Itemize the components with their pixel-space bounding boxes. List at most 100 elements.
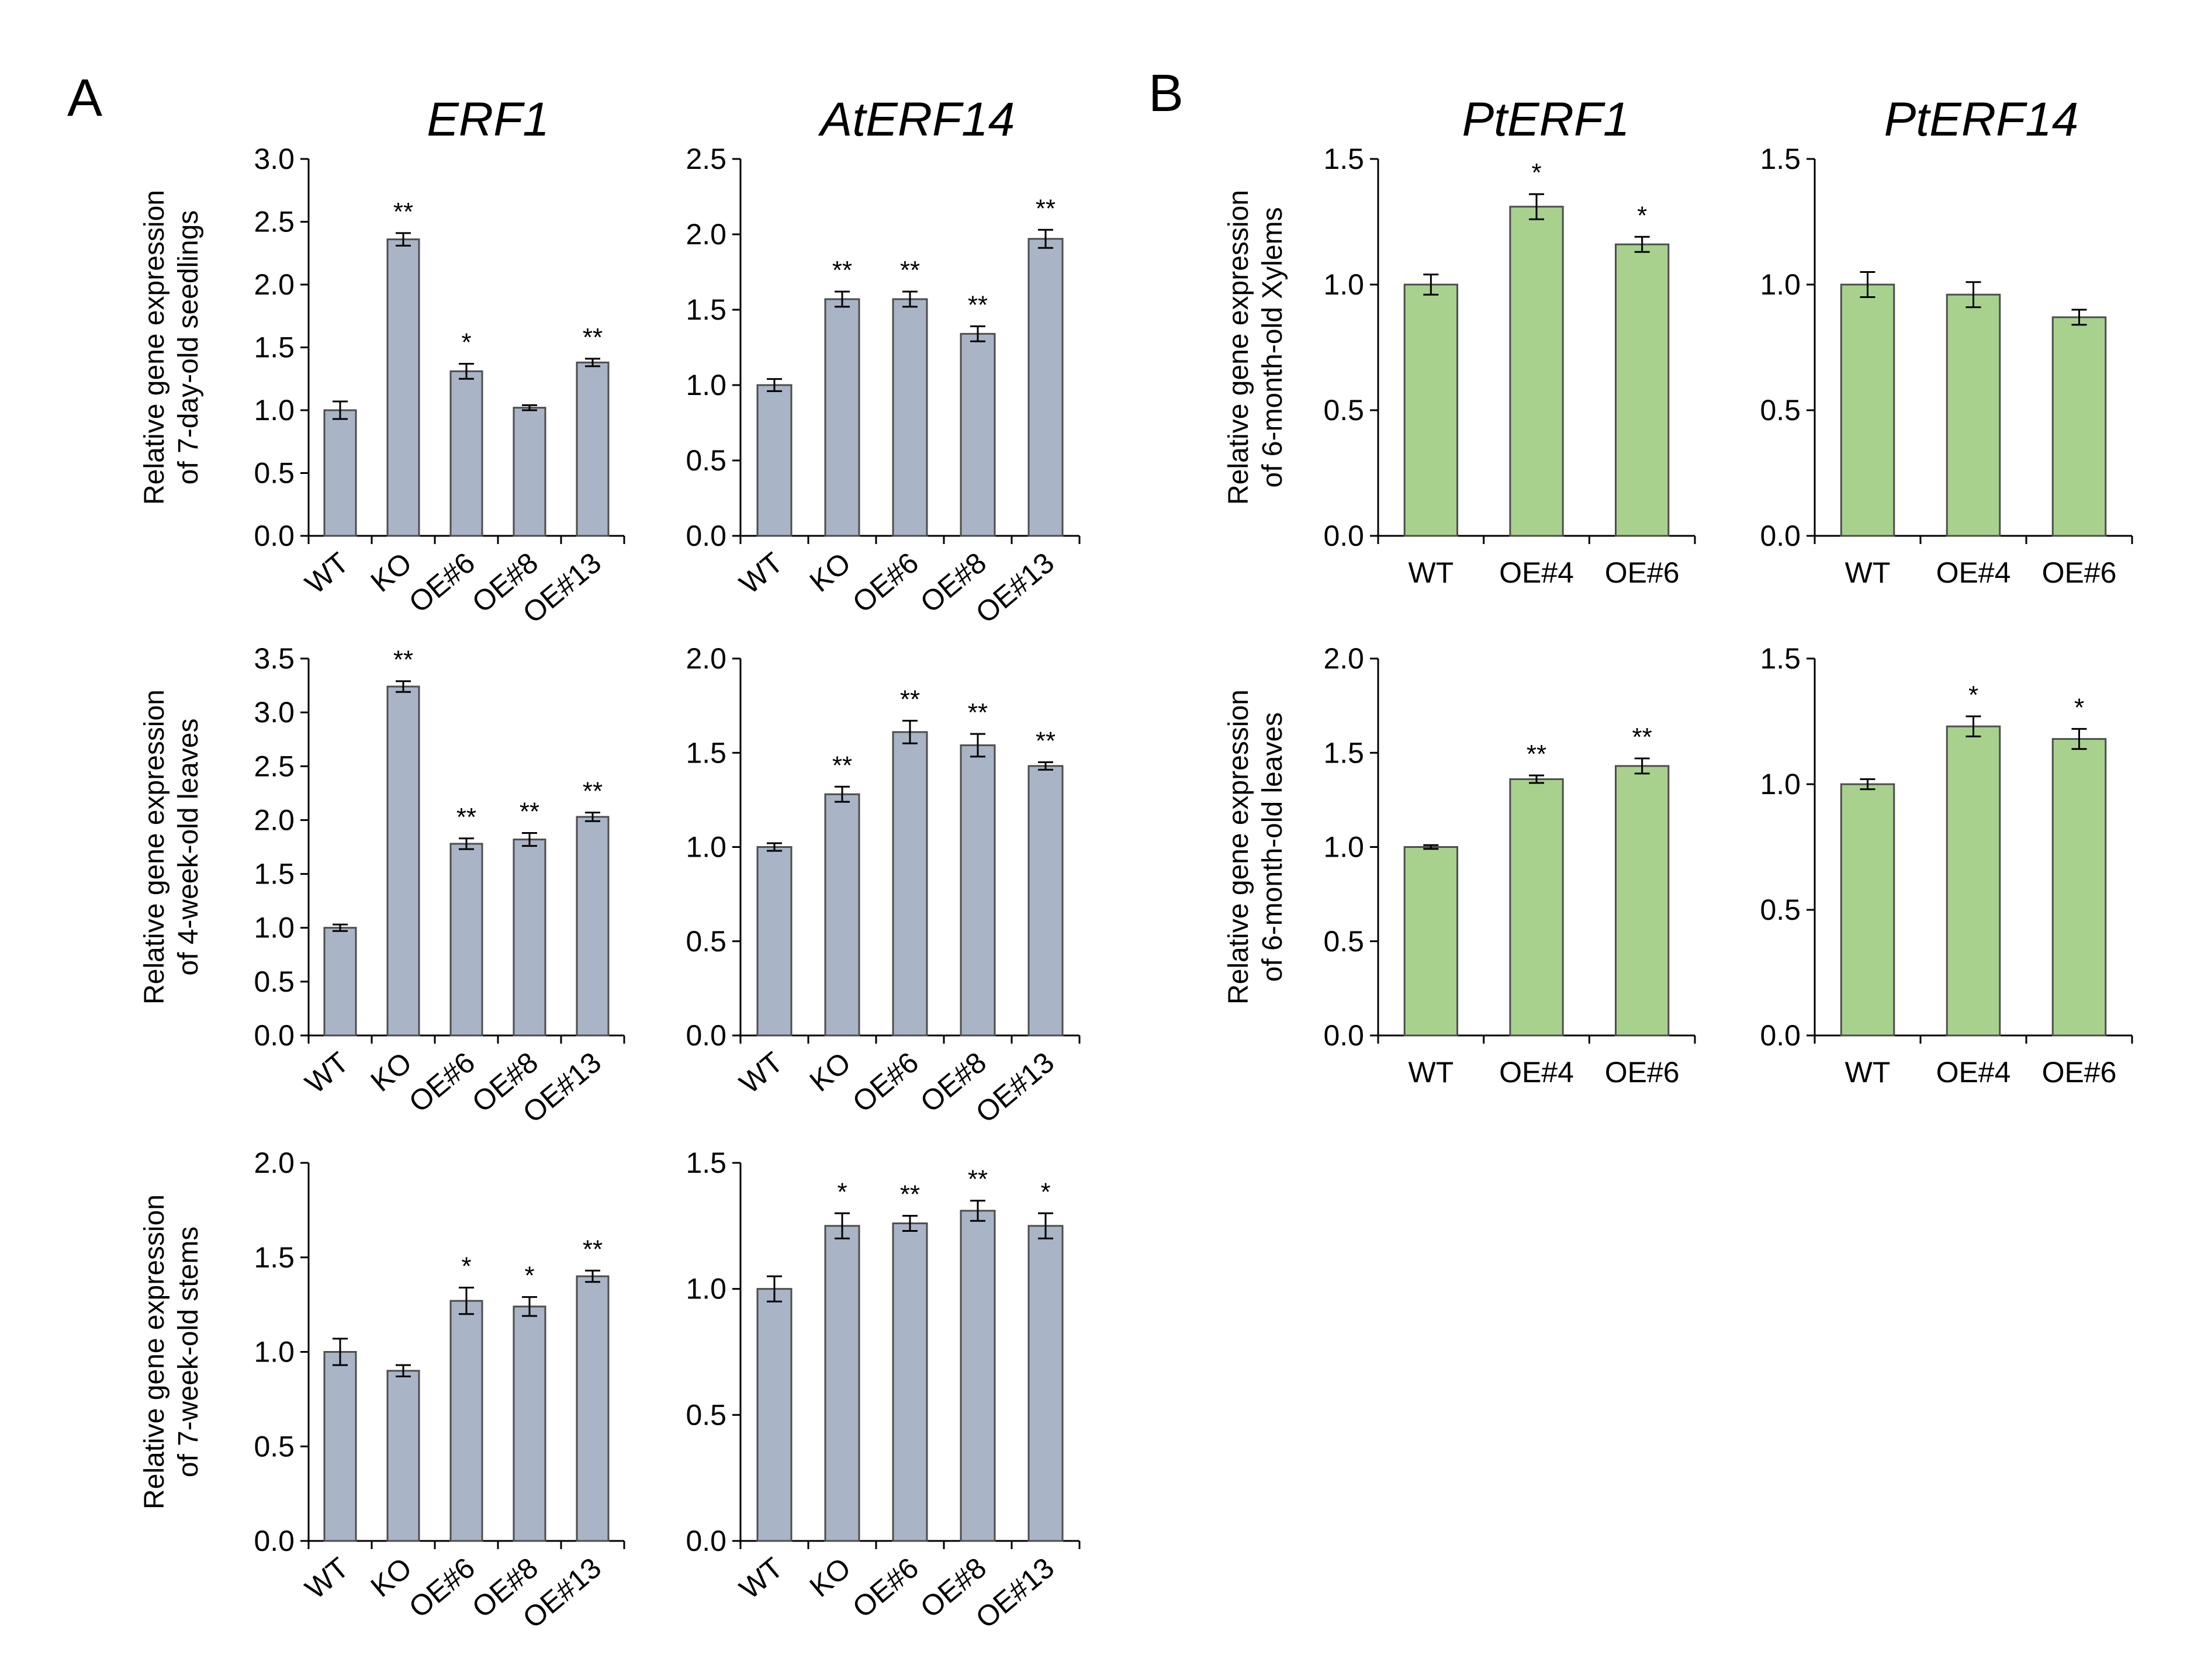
bar: [323, 409, 357, 537]
y-tick-label: 1.0: [254, 1336, 295, 1369]
x-tick-label: WT: [299, 1551, 355, 1606]
x-tick-label: OE#4: [1936, 1056, 2011, 1089]
x-tick-label: KO: [804, 1046, 857, 1098]
significance-mark: **: [1527, 740, 1546, 768]
panel-label-a: A: [67, 69, 102, 127]
y-tick-label: 1.5: [686, 736, 726, 769]
bar: [513, 1305, 546, 1542]
bar: [2051, 738, 2107, 1037]
x-tick-label: OE#6: [846, 546, 925, 619]
y-tick-label: 2.0: [254, 803, 295, 836]
y-tick-label: 0.5: [686, 444, 726, 477]
significance-mark: **: [583, 323, 603, 352]
y-tick-label: 0.5: [1760, 893, 1801, 926]
x-tick-label: WT: [299, 546, 355, 601]
bar: [892, 298, 928, 537]
y-tick-label: 0.0: [686, 1019, 726, 1052]
y-tick-label: 0.0: [686, 519, 726, 552]
chart-5: 0.00.51.01.52.0WT KO*OE#6*OE#8**OE#13Rela…: [139, 1146, 625, 1634]
chart-title: PtERF14: [1884, 93, 2079, 146]
bar: [323, 927, 357, 1037]
y-axis-label: of 6-month-old leaves: [1257, 712, 1288, 982]
bar: [1403, 283, 1459, 537]
bar: [386, 238, 420, 537]
y-tick-label: 0.5: [254, 965, 295, 998]
y-tick-label: 0.5: [686, 925, 726, 958]
significance-mark: **: [520, 798, 539, 826]
significance-mark: **: [900, 256, 920, 285]
significance-mark: *: [461, 328, 471, 356]
x-tick-label: OE#6: [1605, 556, 1680, 589]
bar: [449, 843, 483, 1037]
x-tick-label: WT: [733, 546, 790, 601]
significance-mark: **: [968, 1165, 988, 1194]
y-tick-label: 2.5: [254, 206, 295, 238]
y-tick-label: 2.5: [254, 750, 295, 782]
bar: [892, 731, 928, 1037]
y-tick-label: 1.5: [1760, 143, 1801, 175]
y-tick-label: 3.0: [254, 143, 295, 175]
bar: [756, 384, 793, 537]
bar: [1027, 238, 1064, 537]
chart-10: 0.0 0.5 1.0 1.5 WT * OE#4 * OE#6: [1760, 642, 2133, 1089]
significance-mark: **: [583, 1235, 603, 1263]
chart-title: ERF1: [427, 93, 549, 146]
y-tick-label: 0.0: [1323, 519, 1364, 552]
y-tick-label: 0.0: [254, 519, 295, 552]
significance-mark: **: [583, 777, 603, 806]
chart-4: 0.00.51.01.52.0WT**KO**OE#6**OE#8**OE#13: [686, 642, 1081, 1129]
y-axis-label: of 7-week-old stems: [173, 1227, 204, 1478]
chart-title: AtERF14: [818, 93, 1015, 146]
significance-mark: **: [393, 646, 413, 674]
y-tick-label: 2.5: [686, 143, 726, 175]
x-tick-label: WT: [1845, 556, 1891, 589]
bar: [892, 1222, 928, 1542]
y-tick-label: 1.5: [1760, 642, 1801, 675]
bar: [960, 1210, 996, 1542]
y-tick-label: 3.5: [254, 642, 295, 675]
y-tick-label: 1.0: [254, 912, 295, 944]
bar: [1027, 765, 1064, 1037]
bar: [449, 370, 483, 537]
bar: [1027, 1225, 1064, 1542]
significance-mark: *: [461, 1252, 471, 1281]
x-tick-label: WT: [1408, 556, 1454, 589]
x-tick-label: OE#6: [2042, 1056, 2117, 1089]
x-tick-label: OE#4: [1499, 1056, 1574, 1089]
y-tick-label: 1.0: [1760, 768, 1801, 801]
y-tick-label: 3.0: [254, 696, 295, 729]
bar: [1509, 206, 1564, 537]
x-tick-label: OE#6: [1605, 1056, 1680, 1089]
y-tick-label: 1.0: [686, 1273, 726, 1305]
x-tick-label: OE#6: [403, 546, 481, 619]
y-tick-label: 2.0: [686, 642, 726, 675]
y-tick-label: 0.0: [686, 1525, 726, 1557]
significance-mark: **: [968, 290, 988, 319]
x-tick-label: WT: [733, 1046, 790, 1100]
bar: [1840, 283, 1895, 537]
x-tick-label: WT: [1845, 1056, 1891, 1089]
bar: [386, 685, 420, 1037]
bar: [1946, 293, 2001, 537]
charts-group: ERF10.00.51.01.52.02.53.0WT**KO*OE#6OE#8…: [139, 93, 2133, 1634]
significance-mark: *: [1968, 681, 1978, 709]
bar: [1840, 783, 1895, 1037]
x-tick-label: WT: [299, 1046, 355, 1100]
y-tick-label: 1.5: [686, 1146, 726, 1179]
x-tick-label: KO: [804, 546, 857, 598]
significance-mark: **: [832, 256, 852, 285]
x-tick-label: OE#6: [846, 1046, 925, 1119]
bar: [824, 1225, 860, 1542]
y-tick-label: 2.0: [1323, 642, 1364, 675]
x-tick-label: OE#6: [846, 1551, 925, 1624]
significance-mark: *: [837, 1177, 847, 1206]
x-tick-label: OE#6: [403, 1046, 481, 1119]
y-axis-label: of 4-week-old leaves: [173, 718, 204, 975]
y-tick-label: 0.0: [1760, 519, 1801, 552]
y-tick-label: 0.0: [1323, 1019, 1364, 1052]
chart-title: PtERF1: [1462, 93, 1629, 146]
y-tick-label: 1.0: [254, 394, 295, 427]
y-axis-label: of 7-day-old seedlings: [173, 210, 204, 485]
y-tick-label: 1.5: [254, 331, 295, 364]
